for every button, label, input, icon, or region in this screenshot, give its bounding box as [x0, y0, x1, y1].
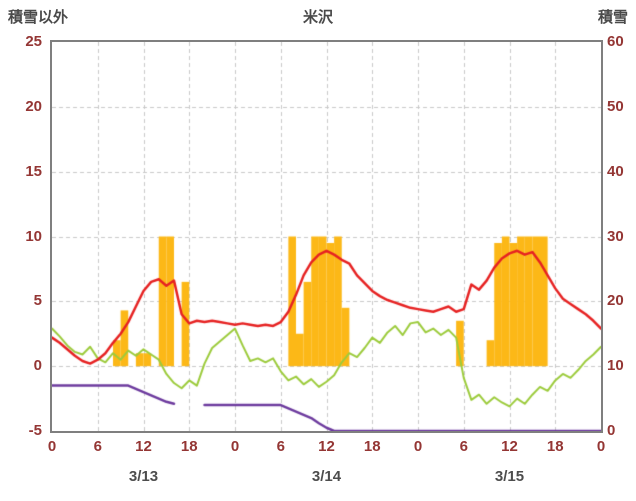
- x-axis-tick: 0: [413, 438, 423, 455]
- left-axis-tick: 20: [25, 97, 42, 115]
- x-axis-tick: 0: [596, 438, 606, 455]
- x-axis-tick: 12: [135, 438, 152, 455]
- x-axis-tick: 12: [318, 438, 335, 455]
- left-axis-tick: 5: [33, 292, 42, 310]
- date-label: 3/15: [494, 468, 525, 485]
- right-axis-tick: 0: [607, 422, 616, 439]
- x-axis-tick: 18: [363, 438, 381, 455]
- x-axis-tick: 0: [230, 438, 240, 455]
- x-axis-tick: 6: [276, 438, 285, 455]
- date-label: 3/14: [311, 468, 342, 485]
- right-axis-title: 積雪: [597, 9, 628, 26]
- right-axis-tick: 30: [607, 227, 624, 245]
- x-axis-tick: 6: [459, 438, 468, 455]
- x-axis-tick: 6: [93, 438, 102, 455]
- x-axis-tick: 12: [501, 438, 518, 455]
- date-label: 3/13: [128, 468, 159, 485]
- plot-area: [50, 40, 603, 433]
- right-axis-tick: 10: [607, 357, 624, 375]
- chart-canvas: [52, 42, 601, 431]
- left-axis-tick: 25: [25, 33, 42, 50]
- left-axis-tick: 10: [25, 227, 42, 245]
- x-axis-tick: 18: [546, 438, 564, 455]
- x-axis-tick: 18: [180, 438, 198, 455]
- right-axis-tick: 50: [607, 97, 624, 115]
- chart-title: 米沢: [302, 9, 333, 26]
- left-axis-tick: 15: [25, 162, 42, 180]
- right-axis-tick: 40: [607, 162, 624, 180]
- left-axis-tick: -5: [28, 422, 42, 439]
- right-axis-tick: 60: [607, 33, 624, 50]
- x-axis-tick: 0: [47, 438, 57, 455]
- left-axis-title: 積雪以外: [8, 9, 69, 26]
- left-axis-tick: 0: [33, 357, 42, 375]
- right-axis-tick: 20: [607, 292, 624, 310]
